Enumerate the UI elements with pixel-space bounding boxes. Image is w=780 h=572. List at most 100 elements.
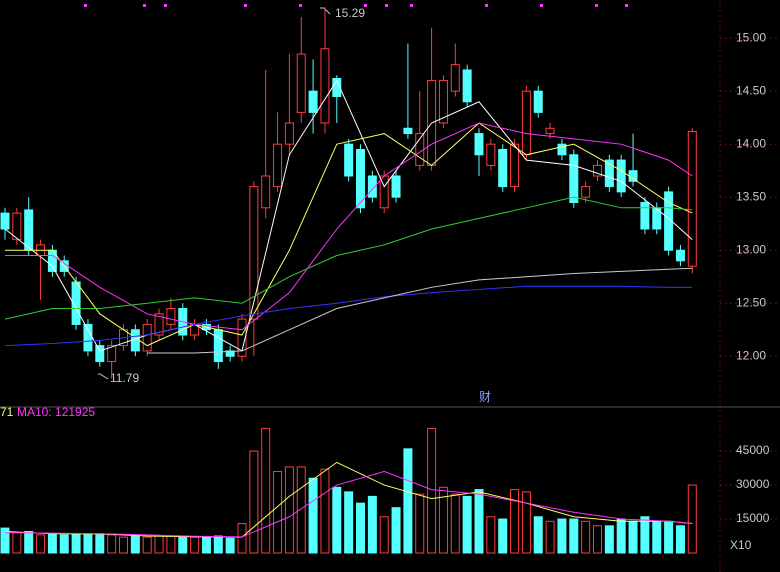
candle-body	[237, 318, 247, 357]
y-tick-label: 12.50	[736, 295, 766, 309]
candle-body	[166, 308, 176, 325]
volume-bar	[12, 532, 22, 554]
y-tick-label: 13.50	[736, 189, 766, 203]
candle-body	[296, 53, 306, 113]
volume-bar	[356, 502, 365, 554]
candle-body	[450, 64, 460, 92]
volume-bar	[533, 516, 543, 554]
volume-bar	[201, 536, 211, 554]
low-annotation: 11.79	[110, 371, 139, 385]
ma-line	[4, 196, 693, 320]
candle-body	[249, 186, 259, 320]
ma-line	[5, 122, 693, 347]
finance-icon: 财	[479, 390, 491, 404]
candle-body	[367, 175, 377, 198]
y-tick-label: 13.00	[736, 242, 766, 256]
candle-body	[628, 170, 638, 182]
volume-bar	[320, 468, 330, 554]
volume-bar	[498, 518, 508, 554]
candle-body	[0, 212, 10, 230]
volume-bar	[427, 427, 437, 554]
high-annotation: 15.29	[335, 6, 365, 20]
volume-bar	[296, 466, 306, 554]
volume-bar	[474, 489, 484, 554]
y-tick-label: 45000	[736, 443, 770, 457]
candle-body	[320, 48, 330, 124]
candle-body	[403, 127, 413, 135]
volume-bar	[462, 495, 472, 554]
volume-bar	[628, 520, 638, 554]
volume-bar	[24, 530, 34, 554]
candle-body	[225, 350, 235, 357]
volume-bar	[664, 520, 674, 554]
candle-body	[154, 313, 164, 336]
candle-body	[24, 209, 34, 251]
candle-body	[675, 249, 685, 262]
volume-bar	[675, 525, 685, 554]
low-pointer	[98, 373, 109, 380]
ma-line	[147, 267, 693, 354]
candle-body	[521, 90, 531, 156]
volume-bar	[284, 466, 294, 554]
volume-bar	[486, 516, 496, 554]
candle-body	[12, 212, 22, 241]
candle-body	[486, 143, 496, 166]
volume-bar	[616, 518, 626, 554]
volume-bar	[367, 495, 377, 554]
candle-body	[640, 202, 650, 230]
candle-body	[95, 345, 105, 363]
volume-bar	[273, 470, 283, 554]
candle-body	[356, 148, 365, 209]
candle-body	[474, 133, 484, 156]
volume-bar	[0, 527, 10, 554]
volume-bar	[652, 520, 662, 554]
y-tick-label: 15000	[736, 511, 770, 525]
volume-bar	[450, 493, 460, 554]
volume-bar	[308, 477, 318, 554]
volume-bar	[687, 484, 697, 554]
volume-bar	[71, 533, 81, 554]
candle-body	[533, 90, 543, 113]
candle-body	[284, 122, 294, 145]
volume-bar	[225, 537, 235, 554]
volume-bar	[379, 516, 389, 554]
candle-body	[581, 186, 591, 198]
candle-body	[273, 143, 283, 188]
candle-body	[510, 143, 520, 188]
candle-body	[83, 323, 93, 352]
volume-bar	[95, 533, 105, 554]
candle-body	[557, 143, 567, 156]
volume-bar	[521, 491, 531, 554]
unit-label: X10	[730, 538, 752, 552]
volume-bar	[557, 518, 567, 554]
candle-body	[545, 127, 555, 135]
volume-bar	[581, 520, 591, 554]
volume-bar	[47, 533, 57, 554]
candle-body	[687, 130, 697, 267]
volume-bar	[59, 534, 69, 554]
volume-bar	[510, 489, 520, 554]
y-tick-label: 15.00	[736, 30, 766, 44]
ma-line	[4, 470, 693, 538]
candle-body	[308, 90, 318, 113]
y-tick-label: 30000	[736, 477, 770, 491]
candle-body	[391, 175, 401, 198]
volume-bar	[249, 450, 259, 554]
high-pointer	[320, 7, 331, 15]
volume-bar	[237, 523, 247, 554]
volume-bar	[391, 507, 401, 554]
volume-bar	[545, 520, 555, 554]
candle-body	[107, 345, 117, 363]
volume-bar	[130, 535, 140, 554]
volume-bar	[344, 491, 354, 554]
candle-body	[261, 175, 271, 209]
y-tick-label: 14.00	[736, 136, 766, 150]
y-tick-label: 14.50	[736, 83, 766, 97]
volume-bar	[593, 525, 602, 554]
volume-bar	[332, 486, 342, 554]
volume-bar	[213, 535, 223, 554]
candle-body	[498, 148, 508, 188]
candle-body	[344, 143, 354, 177]
volume-bar	[640, 516, 650, 554]
